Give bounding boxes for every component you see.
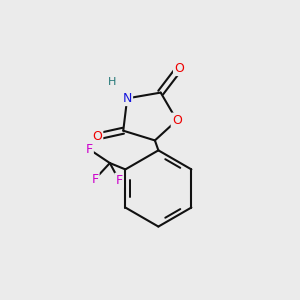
Text: O: O: [172, 114, 182, 127]
Text: F: F: [91, 173, 98, 186]
Text: N: N: [122, 92, 132, 105]
Text: F: F: [116, 174, 123, 187]
Text: O: O: [92, 130, 102, 143]
Text: F: F: [85, 143, 93, 156]
Text: O: O: [174, 62, 184, 75]
Text: H: H: [108, 77, 116, 87]
